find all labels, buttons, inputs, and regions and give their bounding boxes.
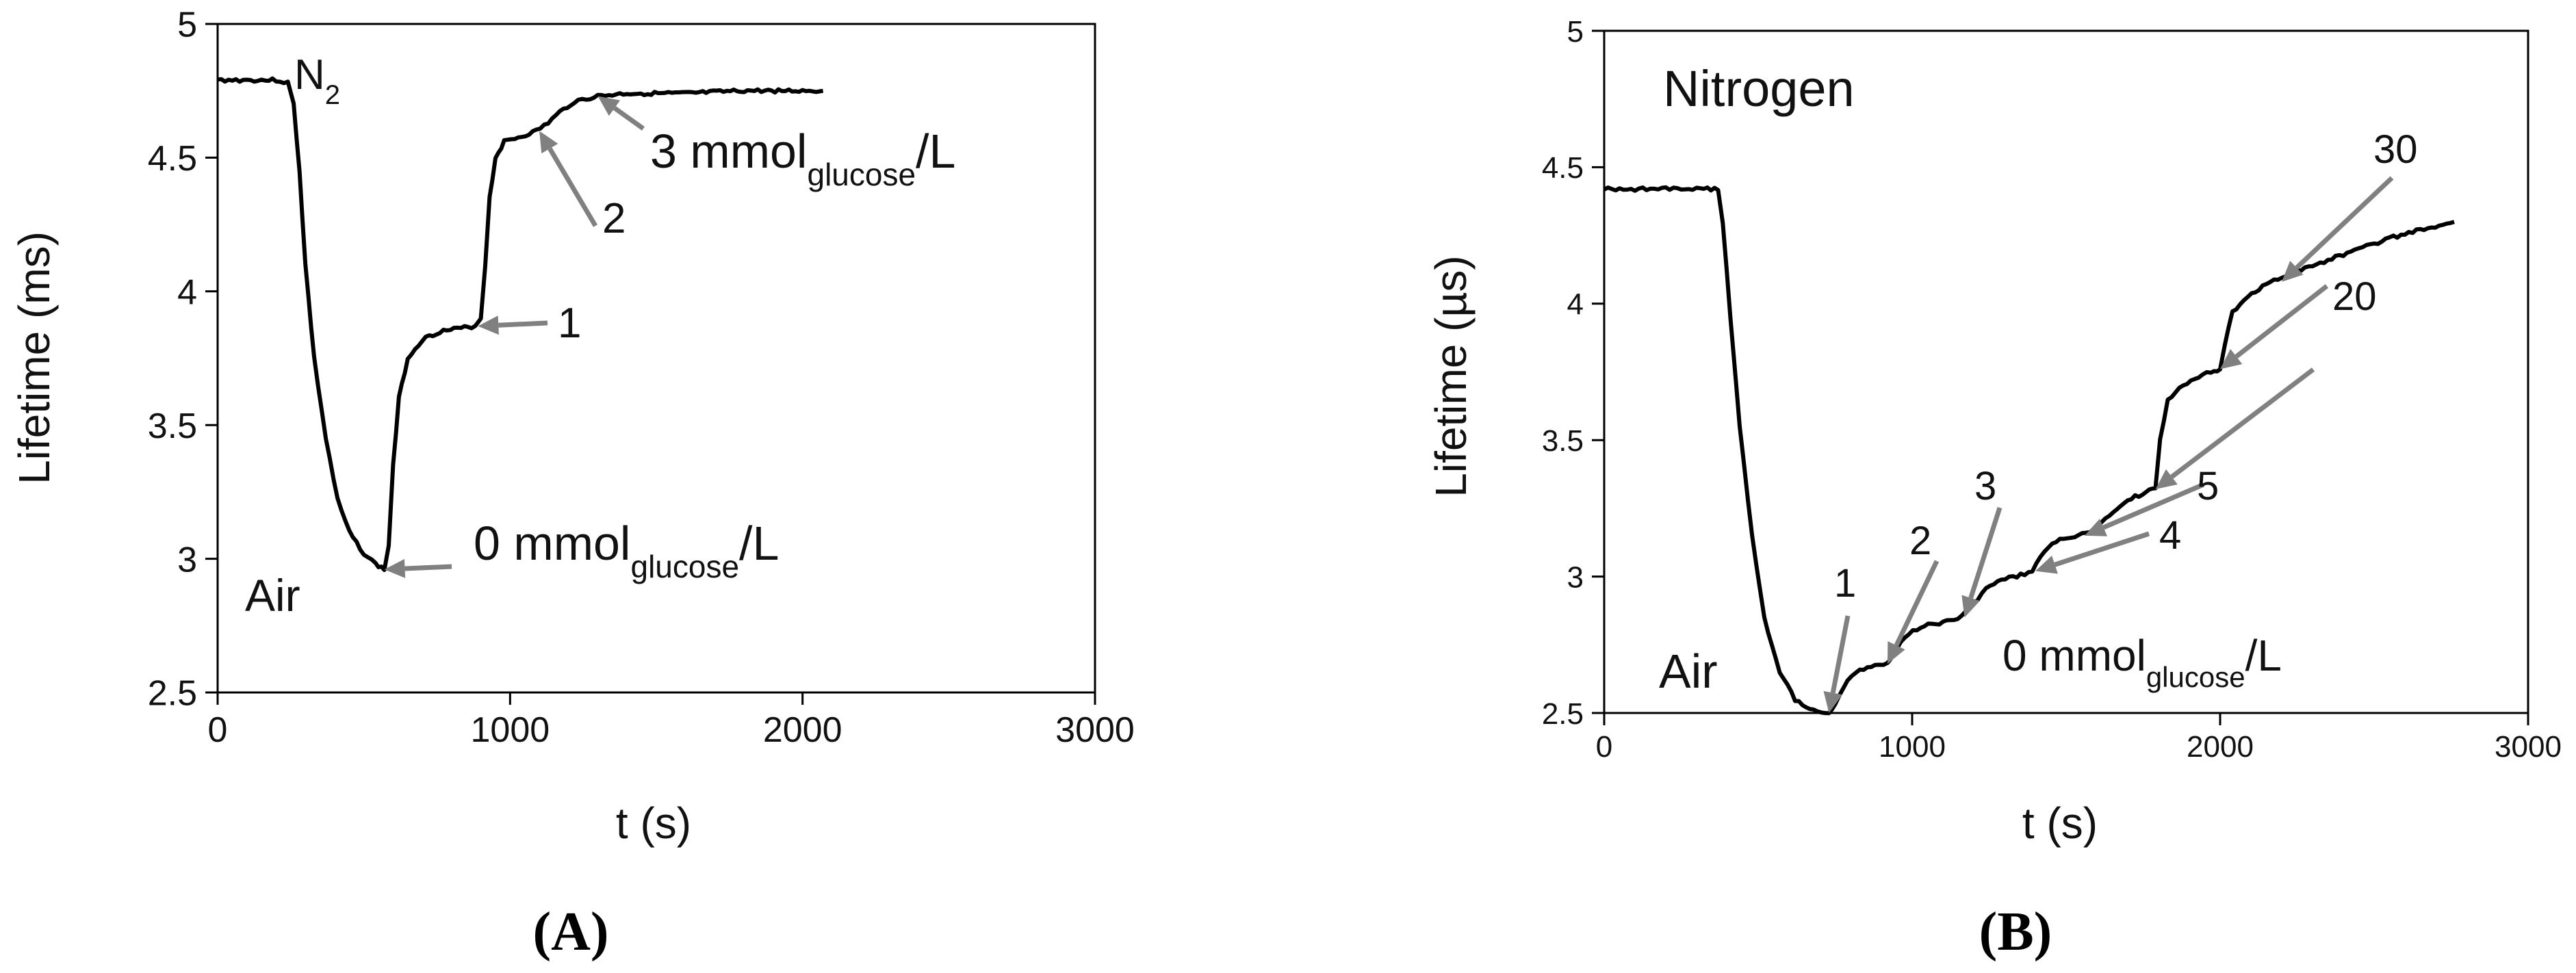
panel-a-x-tick-label-1: 1000 bbox=[470, 710, 550, 750]
panel-a-y-tick-label-5: 5 bbox=[177, 5, 197, 45]
panel-a-series-line bbox=[217, 76, 824, 572]
panel-b-annotation-5: 5 bbox=[2197, 464, 2219, 508]
panel-b-x-tick-label-1: 1000 bbox=[1879, 730, 1946, 764]
panel-b-arrows bbox=[1823, 176, 2394, 713]
panel-b-x-tick-label-2: 2000 bbox=[2187, 730, 2254, 764]
panel-a-y-tick-label-0: 2.5 bbox=[148, 674, 197, 714]
panel-b-y-tick-label-3: 4 bbox=[1567, 288, 1584, 322]
panel-b-arrow-0 bbox=[1823, 615, 1851, 713]
panel-b-y-axis-title: Lifetime (µs) bbox=[1426, 255, 1476, 497]
panel-b-y-tick-label-4: 4.5 bbox=[1542, 151, 1584, 185]
panel-b-annotation-3: 3 bbox=[1974, 464, 1996, 508]
panel-a-x-axis-title: t (s) bbox=[616, 799, 691, 848]
panel-b-series-line bbox=[1603, 185, 2455, 716]
panel-a-y-ticks: 2.5 3 3.5 4 4.5 5 bbox=[148, 5, 218, 714]
panel-b-annotation-air: Air bbox=[1659, 645, 1718, 698]
panel-a-annotation-1: 1 bbox=[558, 300, 581, 347]
panel-a-y-tick-label-4: 4.5 bbox=[148, 139, 197, 179]
panel-a-arrow-0 bbox=[384, 558, 452, 578]
panel-b-x-axis-title: t (s) bbox=[2022, 799, 2098, 848]
panel-b-annotation-1: 1 bbox=[1834, 561, 1856, 606]
panel-b-chart: 2.5 3 3.5 4 4.5 5 0 1000 2000 3000 Lifetime (µs)… bbox=[1426, 15, 2562, 962]
panel-b-y-tick-label-2: 3.5 bbox=[1542, 424, 1584, 458]
panel-b-arrow-5 bbox=[2155, 367, 2315, 489]
panel-b-label: (B) bbox=[1979, 902, 2052, 962]
panel-b-arrow-7 bbox=[2282, 176, 2394, 282]
panel-a-x-tick-label-0: 0 bbox=[208, 710, 228, 750]
panel-b-x-ticks: 0 1000 2000 3000 bbox=[1596, 713, 2562, 764]
panel-a-y-axis-title: Lifetime (ms) bbox=[10, 231, 59, 484]
panel-a-arrow-2 bbox=[539, 131, 598, 227]
panel-a-plot-frame bbox=[216, 23, 1096, 694]
panel-b-annotation-4: 4 bbox=[2159, 513, 2181, 558]
panel-b-y-tick-label-5: 5 bbox=[1567, 15, 1584, 49]
panel-b-annotation-0mmol: 0 mmolglucose/L bbox=[2002, 631, 2282, 693]
panel-b-y-tick-label-1: 3 bbox=[1567, 560, 1584, 594]
panel-b-x-tick-label-0: 0 bbox=[1596, 730, 1612, 764]
panel-b-annotation-30: 30 bbox=[2373, 127, 2418, 172]
panel-b-y-tick-label-0: 2.5 bbox=[1542, 697, 1584, 731]
panel-b-plot-frame bbox=[1603, 29, 2529, 714]
panel-a-annotation-0mmol: 0 mmolglucose/L bbox=[474, 517, 779, 584]
panel-b-arrow-2 bbox=[1961, 506, 2002, 618]
panel-b-annotation-2: 2 bbox=[1909, 519, 1931, 563]
panel-b-y-ticks: 2.5 3 3.5 4 4.5 5 bbox=[1542, 15, 1604, 731]
panel-a-arrows bbox=[384, 96, 645, 578]
panel-a-annotation-air: Air bbox=[245, 570, 300, 621]
panel-b-arrow-4 bbox=[2085, 482, 2205, 536]
panel-a-annotation-3mmol: 3 mmolglucose/L bbox=[650, 125, 955, 192]
panel-a-arrow-1 bbox=[478, 315, 548, 335]
panel-b-x-tick-label-3: 3000 bbox=[2495, 730, 2562, 764]
panel-b-arrow-1 bbox=[1888, 560, 1940, 664]
panel-b-annotation-20: 20 bbox=[2332, 274, 2377, 319]
panel-a-chart: 2.5 3 3.5 4 4.5 5 0 1000 2000 3000 Lifetime (ms)… bbox=[10, 5, 1135, 962]
panel-b-arrow-3 bbox=[2035, 531, 2150, 574]
panel-a-x-tick-label-3: 3000 bbox=[1055, 710, 1135, 750]
panel-a-label: (A) bbox=[532, 902, 608, 962]
panel-a-annotation-2: 2 bbox=[602, 195, 626, 242]
panel-a-y-tick-label-2: 3.5 bbox=[148, 406, 197, 446]
panel-a-x-ticks: 0 1000 2000 3000 bbox=[208, 692, 1135, 750]
panel-a-arrow-3 bbox=[597, 96, 645, 131]
panel-a-y-tick-label-1: 3 bbox=[177, 540, 197, 580]
panel-b-annotation-nitrogen: Nitrogen bbox=[1663, 60, 1855, 117]
panel-a-x-tick-label-2: 2000 bbox=[763, 710, 842, 750]
panel-b-arrow-6 bbox=[2220, 284, 2329, 369]
panel-a-annotation-n2: N2 bbox=[294, 51, 340, 110]
panel-a-y-tick-label-3: 4 bbox=[177, 273, 197, 313]
